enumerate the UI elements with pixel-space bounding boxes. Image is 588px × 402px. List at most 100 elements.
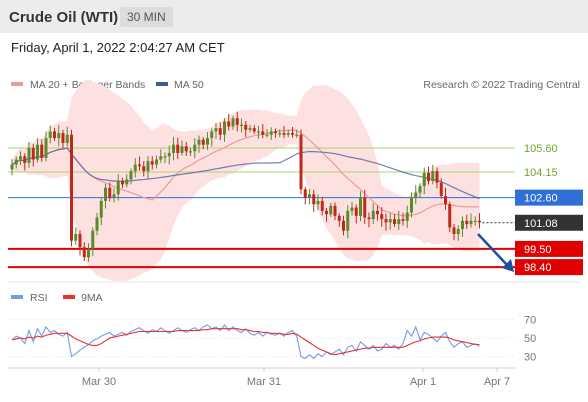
candle-body [235,118,239,125]
resistance-label: 105.60 [524,143,558,155]
time-tick-label: Mar 30 [82,376,116,388]
pivot-label: 102.60 [524,193,558,205]
time-tick-label: Apr 1 [410,376,436,388]
ma20-legend-swatch [11,82,23,86]
candle-body [444,195,447,205]
candle-body [410,197,413,213]
candle-body [414,192,418,198]
candle-body [36,144,39,160]
candle-body [78,234,82,248]
price-levels [8,147,515,269]
candle-body [159,156,163,160]
candle-body [252,128,256,132]
support-label-box [515,240,583,257]
candle-body [244,124,248,130]
candle-body [116,181,120,195]
candle-body [320,200,324,211]
ma9-legend-label: 9MA [81,292,103,304]
moving-averages [11,129,480,217]
candle-body [95,217,99,231]
candle-body [167,152,171,157]
candle-body [278,133,282,135]
candle-body [384,219,388,223]
candle-body [91,230,95,249]
candle-body [422,172,426,187]
ma9-legend-swatch [63,295,75,299]
candle-body [23,156,27,163]
candle-body [274,131,277,134]
time-tick-label: Apr 7 [484,376,510,388]
ma50-legend-label: MA 50 [174,79,204,91]
candle-body [367,217,371,220]
candle-body [19,156,22,160]
rsi-tick-label: 50 [524,333,536,345]
candle-body [231,118,235,127]
candle-body [371,210,375,220]
candle-body [363,197,367,218]
candle-body [163,156,167,158]
candle-body [473,220,477,222]
candle-body [380,214,384,220]
rsi-panel: 70 50 30 [8,314,536,364]
rsi-tick-label: 70 [524,314,536,326]
current-price-box [515,214,583,231]
candle-body [240,124,243,127]
candle-body [337,215,341,221]
rsi-ma-line [11,328,480,356]
candle-body [10,164,14,170]
candle-body [448,204,452,228]
pivot-label-box [515,189,583,206]
candle-body [201,139,205,145]
candle-body [180,146,184,153]
rsi-tick-label: 30 [524,352,536,364]
projection-arrowhead [502,259,514,272]
candle-body [248,128,252,130]
candle-body [469,220,473,225]
candle-body [82,247,86,258]
candle-body [99,200,103,218]
credit-label: Research © 2022 Trading Central [423,79,580,91]
candle-body [57,133,61,139]
candle-body [269,131,273,135]
candle-body [456,229,460,235]
rsi-line [11,324,480,360]
candle-body [150,161,154,165]
candle-body [346,210,350,231]
candle-body [397,219,401,225]
candle-body [129,171,133,180]
candle-body [286,133,290,135]
candle-body [31,147,35,160]
candle-body [146,161,150,172]
candle-body [388,219,392,223]
candle-body [452,227,456,235]
interval-tab[interactable]: 30 MIN [120,7,173,27]
candle-body [104,187,107,201]
rsi-legend-label: RSI [30,292,48,304]
candle-body [65,134,69,144]
candle-body [265,134,269,136]
candle-body [342,220,345,231]
candle-body [133,164,137,172]
candle-body [393,219,396,225]
candle-body [418,186,422,193]
time-tick-label: Mar 31 [247,376,281,388]
candle-body [125,179,129,185]
current-price-label: 101.08 [524,218,558,230]
candle-body [359,197,362,216]
candle-body [155,159,158,165]
instrument-title: Crude Oil (WTI) [9,9,119,26]
candle-body [308,194,311,198]
candle-body [197,139,201,145]
candle-body [206,138,209,145]
candle-body [329,205,333,215]
candle-body [282,133,286,135]
projection-arrow [477,233,509,267]
time-axis-labels: Mar 30 Mar 31 Apr 1 Apr 7 [82,368,510,388]
timestamp: Friday, April 1, 2022 2:04:27 AM CET [11,40,225,55]
candle-body [61,133,65,144]
candle-body [465,220,469,225]
candle-body [142,166,146,172]
candle-body [108,187,112,198]
candle-body [112,194,116,198]
candle-body [74,234,78,241]
